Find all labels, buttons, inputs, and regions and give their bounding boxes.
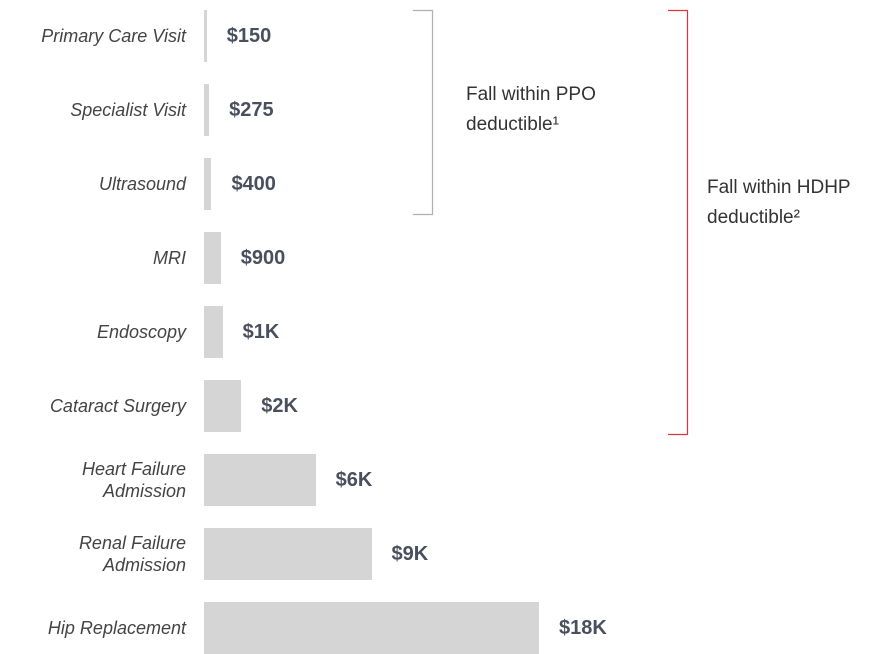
bracket <box>413 9 434 216</box>
value-label: $1K <box>242 320 280 343</box>
category-label: Specialist Visit <box>70 100 186 120</box>
bar <box>204 10 207 62</box>
bar <box>204 602 539 654</box>
bar <box>204 232 221 284</box>
value-label: $900 <box>240 246 286 269</box>
bar <box>204 84 210 136</box>
bar <box>204 306 223 358</box>
category-label: Ultrasound <box>98 174 186 194</box>
category-label: Cataract Surgery <box>49 396 186 416</box>
bar <box>204 454 316 506</box>
bar <box>204 380 242 432</box>
annotation: Fall within HDHP deductible² <box>707 177 851 228</box>
bar <box>204 528 372 580</box>
category-label: Endoscopy <box>96 322 186 342</box>
value-label: $9K <box>391 542 429 565</box>
category-label: Renal Failure Admission <box>78 533 186 575</box>
category-label: Primary Care Visit <box>41 26 186 46</box>
value-label: $6K <box>335 468 373 491</box>
bracket <box>668 9 689 436</box>
category-label: Hip Replacement <box>47 618 186 638</box>
value-label: $18K <box>559 616 607 639</box>
value-label: $2K <box>261 394 298 417</box>
bar <box>204 158 212 210</box>
category-label: Heart Failure Admission <box>81 459 186 501</box>
value-label: $400 <box>231 172 276 195</box>
value-label: $150 <box>226 24 272 47</box>
value-label: $275 <box>229 98 274 121</box>
category-label: MRI <box>153 248 186 268</box>
annotation: Fall within PPO deductible¹ <box>466 84 596 135</box>
